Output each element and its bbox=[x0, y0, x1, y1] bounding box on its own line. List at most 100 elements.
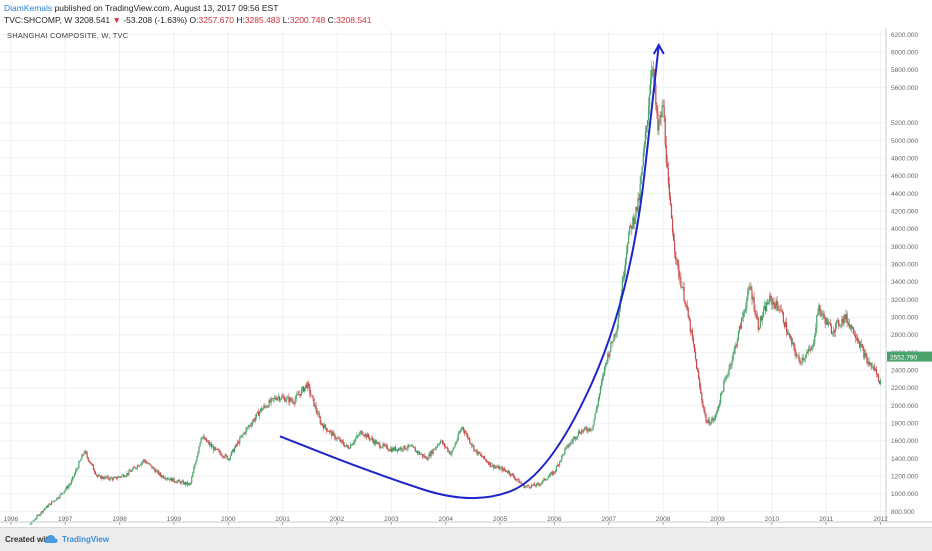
x-tick-label: 2006 bbox=[547, 516, 562, 523]
candle-body bbox=[553, 471, 554, 474]
candle-body bbox=[59, 495, 60, 498]
candle-body bbox=[849, 322, 850, 327]
candle-body bbox=[491, 466, 492, 467]
candle-body bbox=[783, 312, 784, 322]
candle-body bbox=[192, 473, 193, 477]
high-label: H: bbox=[236, 15, 245, 25]
candle-body bbox=[165, 478, 166, 479]
candle-body bbox=[144, 460, 145, 461]
candle-body bbox=[89, 461, 90, 462]
candle-body bbox=[574, 437, 575, 439]
candle-body bbox=[809, 349, 810, 350]
candle-body bbox=[188, 484, 189, 485]
candle-body bbox=[354, 440, 355, 443]
candle-body bbox=[139, 465, 140, 466]
candle-body bbox=[558, 465, 559, 466]
candle-body bbox=[540, 483, 541, 484]
candle-body bbox=[852, 327, 853, 329]
candle-body bbox=[513, 475, 514, 477]
candle-body bbox=[157, 471, 158, 472]
candle-body bbox=[124, 476, 125, 477]
candle-body bbox=[814, 336, 815, 343]
candle-body bbox=[353, 443, 354, 444]
candle-body bbox=[171, 478, 172, 481]
candle-body bbox=[597, 405, 598, 409]
candle-body bbox=[86, 451, 87, 453]
candle-body bbox=[661, 105, 662, 117]
candle-body bbox=[794, 346, 795, 352]
candle-body bbox=[653, 69, 654, 76]
candle-body bbox=[867, 361, 868, 363]
candle-body bbox=[566, 445, 567, 446]
candle-body bbox=[539, 485, 540, 486]
candle-body bbox=[374, 440, 375, 443]
candle-body bbox=[840, 325, 841, 326]
candle-body bbox=[208, 442, 209, 443]
x-tick-label: 2012 bbox=[873, 516, 888, 523]
candle-body bbox=[841, 319, 842, 325]
candle-body bbox=[181, 482, 182, 484]
candle-body bbox=[295, 399, 296, 403]
candle-body bbox=[38, 515, 39, 516]
candle-body bbox=[377, 442, 378, 443]
candle-body bbox=[400, 448, 401, 450]
candle-body bbox=[211, 444, 212, 447]
candle-body bbox=[99, 476, 100, 477]
y-tick-label: 1200.000 bbox=[891, 474, 918, 481]
author-link[interactable]: DiamKemals bbox=[4, 3, 52, 13]
price-chart[interactable]: 800.0001000.0001200.0001400.0001600.0001… bbox=[0, 28, 932, 525]
candle-body bbox=[207, 441, 208, 442]
candle-body bbox=[576, 438, 577, 439]
candle-body bbox=[105, 477, 106, 478]
candle-body bbox=[868, 361, 869, 365]
candle-body bbox=[274, 398, 275, 399]
candle-body bbox=[44, 509, 45, 510]
candle-body bbox=[478, 452, 479, 455]
candle-body bbox=[776, 301, 777, 306]
candle-body bbox=[301, 389, 302, 395]
candle-body bbox=[168, 479, 169, 480]
candle-body bbox=[450, 454, 451, 455]
candle-body bbox=[715, 415, 716, 419]
candle-body bbox=[127, 473, 128, 474]
candle-body bbox=[876, 369, 877, 374]
candle-body bbox=[287, 397, 288, 398]
candle-body bbox=[726, 376, 727, 377]
candle-body bbox=[366, 434, 367, 438]
candle-body bbox=[736, 345, 737, 346]
y-tick-label: 1400.000 bbox=[891, 456, 918, 463]
candle-body bbox=[40, 514, 41, 516]
candle-body bbox=[599, 394, 600, 399]
candle-body bbox=[92, 464, 93, 465]
candle-body bbox=[367, 434, 368, 437]
candle-body bbox=[384, 445, 385, 446]
candle-body bbox=[668, 168, 669, 183]
candle-body bbox=[802, 358, 803, 363]
x-tick-label: 1998 bbox=[112, 516, 127, 523]
candle-body bbox=[296, 395, 297, 399]
candle-body bbox=[625, 259, 626, 270]
candle-body bbox=[774, 304, 775, 308]
candle-body bbox=[610, 342, 611, 351]
candle-body bbox=[419, 452, 420, 455]
candle-body bbox=[57, 498, 58, 499]
tradingview-brand[interactable]: TradingView bbox=[62, 535, 109, 544]
candle-body bbox=[690, 320, 691, 332]
candle-body bbox=[194, 464, 195, 467]
candle-body bbox=[461, 429, 462, 431]
candle-body bbox=[705, 414, 706, 422]
candle-body bbox=[238, 442, 239, 444]
candle-body bbox=[383, 444, 384, 446]
candle-body bbox=[862, 346, 863, 349]
candle-body bbox=[281, 397, 282, 399]
candle-body bbox=[263, 406, 264, 409]
candle-body bbox=[706, 422, 707, 423]
candle-body bbox=[538, 484, 539, 485]
candle-body bbox=[584, 427, 585, 429]
candle-body bbox=[485, 459, 486, 460]
candle-body bbox=[233, 449, 234, 451]
candle-body bbox=[106, 476, 107, 477]
candle-body bbox=[189, 484, 190, 485]
candle-body bbox=[95, 472, 96, 474]
candle-body bbox=[364, 436, 365, 437]
